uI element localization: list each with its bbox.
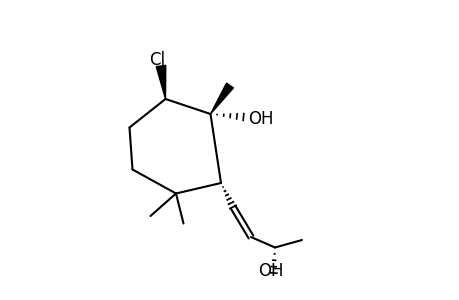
Text: Cl: Cl: [149, 51, 165, 69]
Polygon shape: [156, 65, 165, 99]
Text: OH: OH: [247, 110, 273, 128]
Polygon shape: [210, 83, 233, 114]
Text: OH: OH: [257, 262, 283, 280]
